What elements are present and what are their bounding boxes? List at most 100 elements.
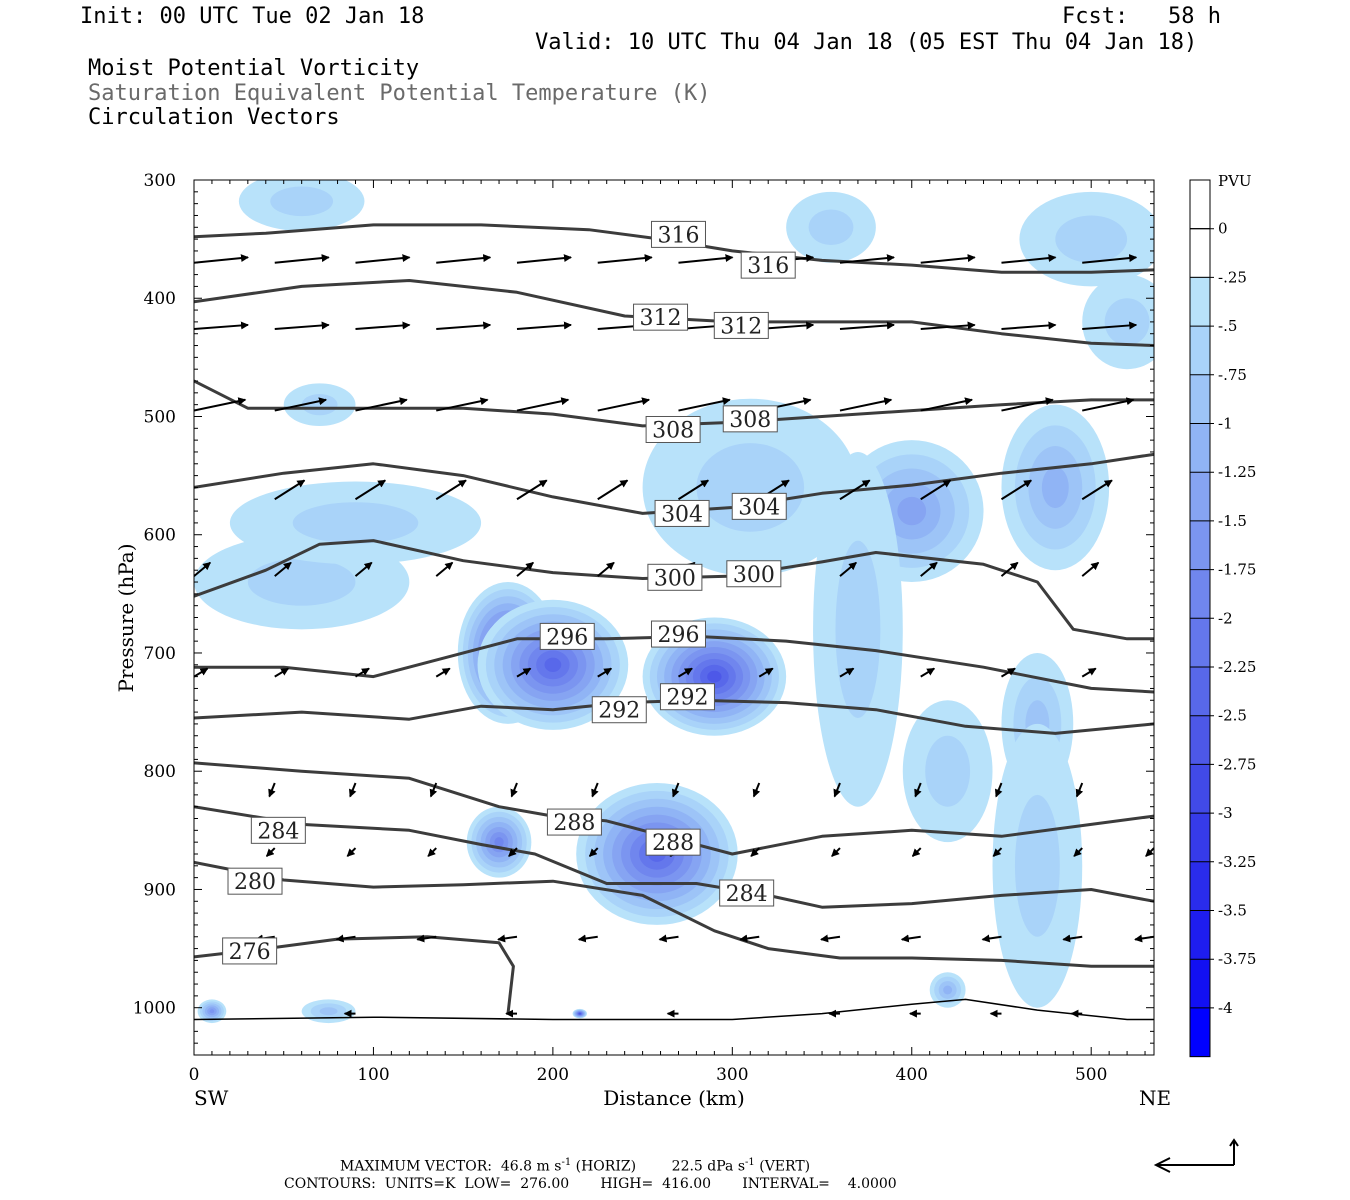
vector-1-1 — [274, 321, 330, 330]
vector-8-6 — [739, 934, 760, 943]
vector-6-9 — [994, 782, 1003, 798]
vector-5-8 — [839, 667, 855, 678]
contour-label-13: 292 — [666, 686, 708, 711]
valid-time: Valid: 10 UTC Thu 04 Jan 18 (05 EST Thu … — [535, 30, 1198, 55]
colorbar-cell-17 — [1189, 1007, 1211, 1058]
colorbar-unit: PVU — [1218, 172, 1252, 190]
vector-7-7 — [831, 847, 841, 857]
vector-4-3 — [435, 561, 454, 577]
vector-0-1 — [274, 254, 330, 264]
x-tick-label-100: 100 — [357, 1065, 389, 1085]
vector-2-11 — [1082, 397, 1135, 412]
vector-7-4 — [588, 847, 599, 857]
vector-0-5 — [597, 254, 653, 264]
contour-label-box-15 — [645, 828, 701, 856]
pv-shading-27-10 — [578, 1012, 581, 1015]
x-right-label: NE — [1139, 1086, 1171, 1110]
vector-1-4 — [516, 321, 572, 330]
vector-7-8 — [911, 847, 922, 857]
vector-2-8 — [839, 397, 893, 412]
contour-label-box-13 — [659, 683, 715, 711]
colorbar-cell-5 — [1189, 423, 1211, 473]
contour-284 — [194, 805, 1154, 909]
colorbar-label-1: -.25 — [1218, 268, 1247, 286]
x-axis-title: Distance (km) — [603, 1086, 745, 1110]
contour-label-box-5 — [722, 405, 778, 433]
vector-2-10 — [1001, 397, 1054, 412]
contour-label-box-17 — [719, 879, 775, 907]
pv-shading-2-9 — [544, 657, 562, 673]
vector-2-5 — [597, 397, 651, 412]
vector-0-3 — [436, 254, 492, 264]
pv-shading-7-7 — [494, 837, 504, 848]
vector-0-2 — [355, 254, 411, 264]
vector-0-0 — [194, 254, 249, 264]
contour-label-4: 308 — [652, 418, 694, 443]
colorbar-cell-13 — [1189, 812, 1211, 863]
vector-6-3 — [510, 782, 518, 798]
vector-1-8 — [839, 321, 895, 330]
vector-0-10 — [1001, 254, 1057, 264]
reference-vector-icon — [1153, 1138, 1239, 1173]
contour-label-box-2 — [633, 303, 689, 331]
colorbar-cell-4 — [1189, 374, 1211, 424]
contour-label-5: 308 — [729, 408, 771, 433]
contour-280 — [194, 860, 1154, 968]
x-tick-label-300: 300 — [716, 1065, 748, 1085]
vector-2-2 — [355, 397, 408, 412]
contour-label-box-11 — [650, 620, 706, 648]
vector-2-1 — [274, 397, 328, 412]
colorbar-cell-9 — [1189, 617, 1211, 668]
vector-5-11 — [1081, 667, 1097, 678]
vector-6-10 — [1075, 782, 1084, 798]
vector-8-10 — [1062, 934, 1083, 943]
contour-label-2: 312 — [640, 306, 682, 331]
vector-8-2 — [416, 934, 437, 943]
vector-8-3 — [497, 934, 518, 943]
vector-4-0 — [194, 561, 211, 577]
vector-0-6 — [678, 254, 734, 264]
vector-4-2 — [354, 561, 373, 577]
pv-shading-9-5 — [897, 496, 927, 526]
pv-shading-16-2 — [292, 502, 419, 544]
colorbar-cell-8 — [1189, 569, 1211, 619]
pv-shading-21-2 — [1055, 215, 1128, 263]
contour-info: CONTOURS: UNITS=K LOW= 276.00 HIGH= 416.… — [284, 1176, 897, 1192]
max-vector-line: MAXIMUM VECTOR: 46.8 m s-1 (HORIZ) 22.5 … — [340, 1157, 810, 1175]
y-tick-label-800: 800 — [144, 762, 176, 782]
vector-5-1 — [274, 667, 290, 678]
vector-3-9 — [1000, 479, 1033, 501]
colorbar-cell-0 — [1189, 179, 1211, 230]
contour-label-18: 280 — [234, 870, 276, 895]
colorbar-label-14: -3.5 — [1218, 902, 1247, 920]
vector-4-4 — [516, 561, 534, 577]
vector-3-0 — [274, 479, 306, 501]
colorbar-cell-12 — [1189, 763, 1211, 814]
field-label-theta-es: Saturation Equivalent Potential Temperat… — [88, 81, 711, 106]
vector-4-10 — [1000, 561, 1019, 577]
vector-2-0 — [194, 397, 247, 412]
colorbar-cell-15 — [1189, 910, 1211, 960]
pv-shading-4-10 — [707, 670, 722, 683]
contour-label-box-19 — [222, 937, 278, 965]
contour-label-box-9 — [726, 560, 782, 588]
vector-0-9 — [920, 254, 976, 264]
pv-shading-26-4 — [943, 985, 953, 995]
vector-2-4 — [516, 397, 570, 412]
colorbar-label-4: -1 — [1218, 415, 1233, 433]
vector-6-0 — [268, 782, 276, 798]
contour-label-box-7 — [731, 492, 787, 520]
vector-1-11 — [1082, 321, 1138, 330]
vector-7-11 — [1145, 847, 1154, 857]
vector-3-7 — [839, 479, 871, 501]
contour-label-11: 296 — [657, 623, 699, 648]
vector-4-9 — [920, 561, 938, 577]
pv-shading-17-2 — [1014, 794, 1060, 937]
vector-5-6 — [677, 667, 693, 678]
contour-label-box-18 — [227, 867, 283, 895]
x-tick-label-0: 0 — [189, 1065, 200, 1085]
y-axis-title: Pressure (hPa) — [114, 544, 138, 693]
max-horiz-unit: (HORIZ) — [575, 1158, 637, 1175]
pv-shading-22-2 — [1104, 298, 1150, 346]
contour-label-14: 288 — [553, 811, 595, 836]
